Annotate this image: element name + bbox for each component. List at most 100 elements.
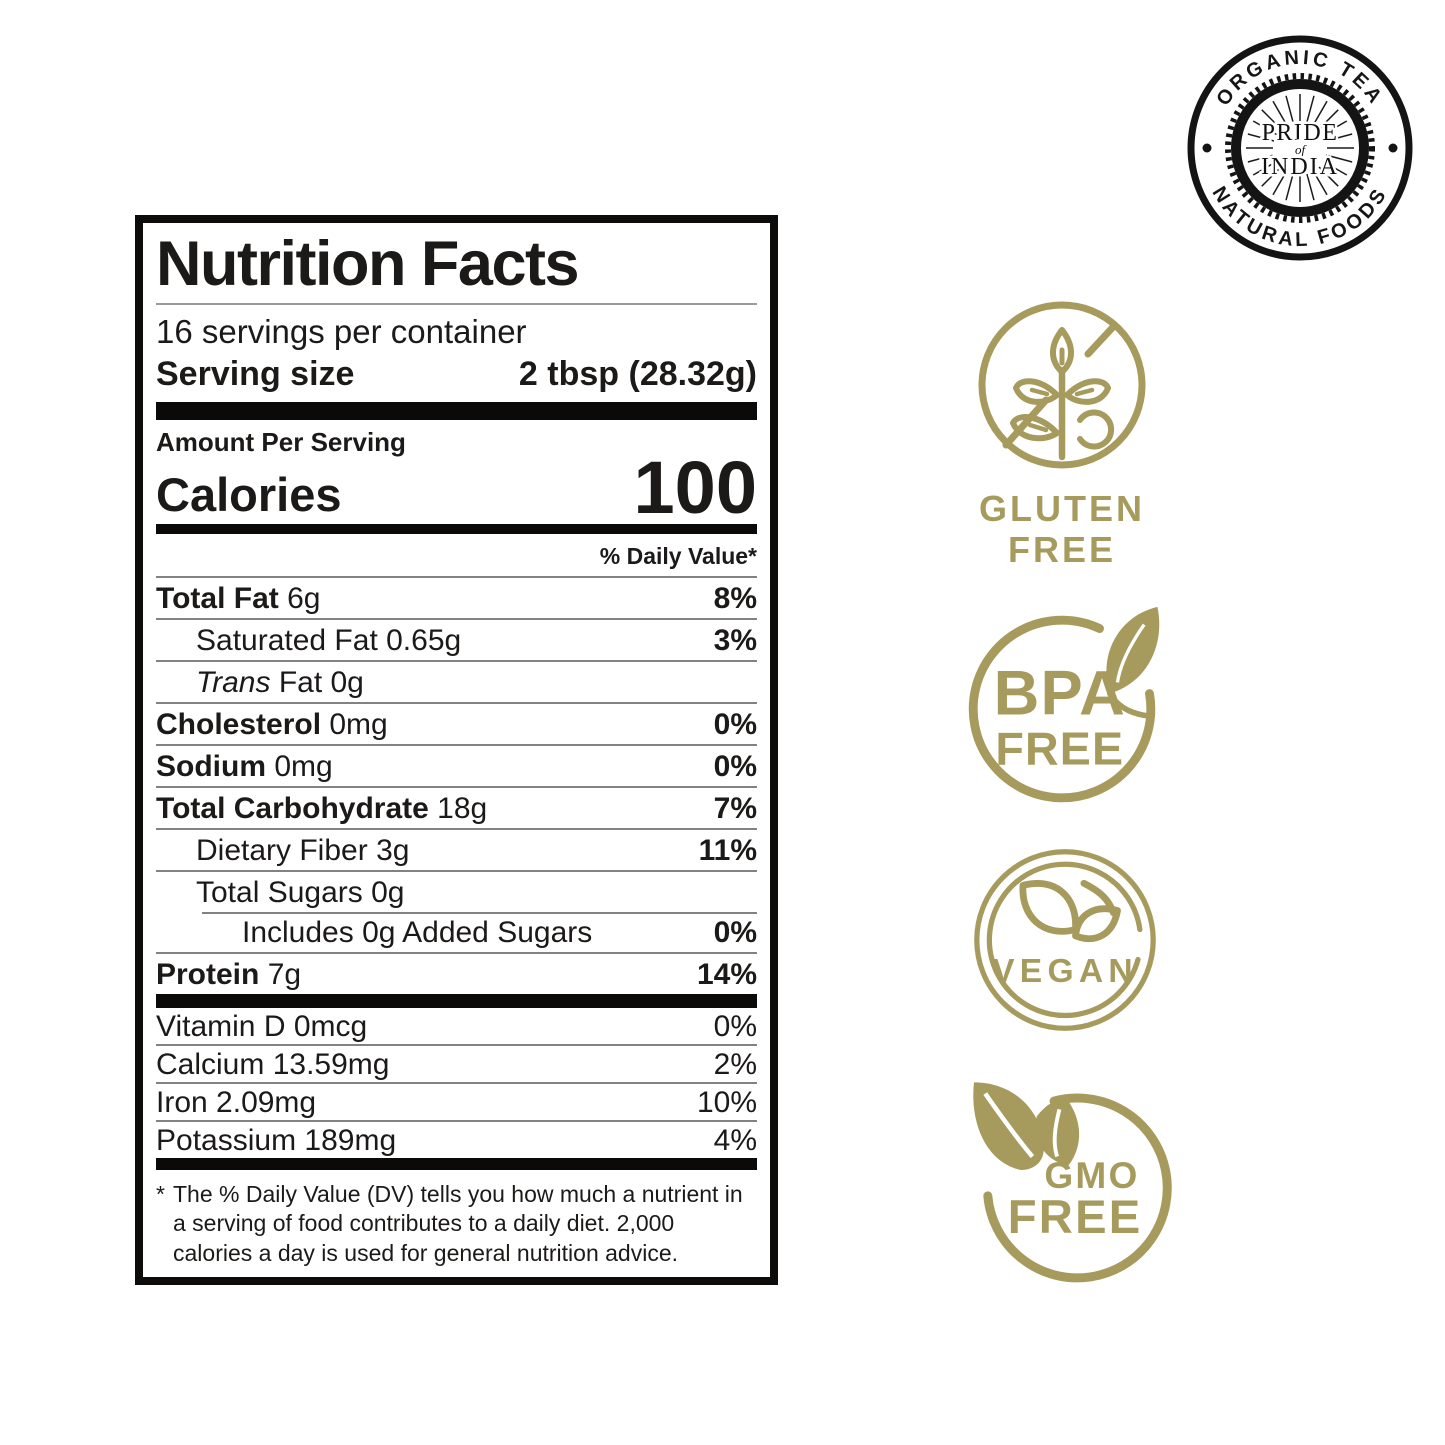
- nutrient-amount: 0g: [371, 875, 405, 909]
- footnote-text: The % Daily Value (DV) tells you how muc…: [173, 1180, 743, 1267]
- calories-row: Calories 100: [156, 446, 757, 530]
- nutrient-amount: 6g: [287, 581, 321, 615]
- nutrient-dv: 11%: [698, 833, 757, 867]
- nutrient-dv: 4%: [713, 1123, 757, 1157]
- nutrient-dv: 10%: [696, 1085, 757, 1119]
- logo-gear-teeth: [1225, 73, 1375, 223]
- thick-separator-bar: [156, 993, 757, 1008]
- daily-value-footnote: * The % Daily Value (DV) tells you how m…: [156, 1180, 757, 1270]
- thick-separator-bar: [156, 1157, 757, 1170]
- nutrient-dv: 0%: [713, 749, 757, 783]
- nutrient-name: Cholesterol: [156, 707, 322, 741]
- logo-center-india: INDIA: [1261, 154, 1339, 180]
- nutrient-row-saturated-fat: Saturated Fat 0.65g 3%: [156, 620, 757, 662]
- gmo-free-badge: GMO FREE: [973, 1082, 1172, 1283]
- nutrient-row-added-sugars: Includes 0g Added Sugars 0%: [156, 911, 757, 954]
- nutrient-amount: 3g: [376, 833, 410, 867]
- daily-value-header: % Daily Value*: [156, 534, 757, 578]
- title-separator: [156, 303, 757, 306]
- micronutrient-row-potassium: Potassium 189mg 4%: [156, 1122, 757, 1158]
- badge-text-line: FREE: [1007, 528, 1116, 570]
- badge-text-line: GLUTEN: [979, 488, 1145, 529]
- nutrient-amount: 189mg: [304, 1123, 397, 1157]
- nutrient-amount: 7g: [267, 957, 302, 991]
- nutrient-amount: 0.65g: [386, 623, 462, 657]
- nutrient-name: Potassium: [156, 1123, 297, 1157]
- bpa-free-label: FREE: [995, 723, 1124, 775]
- logo-outer-ring: [1187, 35, 1413, 261]
- nutrient-name: Trans: [196, 665, 271, 699]
- nutrient-row-total-carbohydrate: Total Carbohydrate 18g 7%: [156, 788, 757, 830]
- nutrient-row-total-fat: Total Fat 6g 8%: [156, 578, 757, 620]
- calories-value: 100: [633, 446, 757, 530]
- vegan-badge: VEGAN: [974, 849, 1156, 1031]
- nutrient-dv: 8%: [713, 581, 757, 615]
- nutrient-amount: 0mcg: [293, 1009, 368, 1043]
- nutrient-amount: 2.09mg: [216, 1085, 317, 1119]
- nutrient-amount: 0mg: [329, 707, 388, 741]
- logo-right-dot: [1388, 143, 1398, 153]
- serving-size-value: 2 tbsp (28.32g): [518, 355, 757, 394]
- nutrient-name: Total Fat: [156, 581, 279, 615]
- serving-size-label: Serving size: [156, 355, 355, 394]
- servings-per-container: 16 servings per container: [156, 313, 527, 351]
- gmo-label: GMO: [1044, 1154, 1139, 1196]
- leaf-icon: [1106, 606, 1160, 719]
- nutrient-row-sodium: Sodium 0mg 0%: [156, 746, 757, 788]
- nutrient-row-protein: Protein 7g 14%: [156, 954, 757, 994]
- nutrient-name: Protein: [156, 957, 260, 991]
- micronutrient-row-calcium: Calcium 13.59mg 2%: [156, 1046, 757, 1084]
- bpa-label: BPA: [994, 659, 1126, 729]
- nutrient-dv: 0%: [713, 707, 757, 741]
- double-leaf-icon: [973, 1082, 1080, 1171]
- sprout-icon: [1019, 879, 1121, 943]
- nutrient-dv: 0%: [713, 1009, 757, 1043]
- nutrient-amount: Fat 0g: [278, 665, 364, 699]
- nutrient-row-trans-fat: Trans Fat 0g: [156, 662, 757, 704]
- logo-of-disc: [1290, 139, 1310, 159]
- nutrient-row-total-sugars: Total Sugars 0g: [156, 872, 757, 912]
- nutrient-name: Total Sugars: [196, 875, 363, 909]
- nutrient-dv: 0%: [713, 915, 757, 949]
- nutrient-row-cholesterol: Cholesterol 0mg 0%: [156, 704, 757, 746]
- gluten-free-icon: [978, 301, 1146, 469]
- nutrition-facts-label: Nutrition Facts 16 servings per containe…: [135, 215, 778, 1285]
- vegan-label: VEGAN: [992, 953, 1138, 990]
- nutrient-name: Sodium: [156, 749, 266, 783]
- nutrient-name: Vitamin D: [156, 1009, 286, 1043]
- nutrient-amount: 13.59mg: [272, 1047, 390, 1081]
- micronutrient-row-iron: Iron 2.09mg 10%: [156, 1084, 757, 1122]
- logo-center-pride: PRIDE: [1262, 120, 1339, 146]
- gmo-free-label: FREE: [1008, 1191, 1143, 1244]
- nutrient-dv: 2%: [713, 1047, 757, 1081]
- micronutrient-row-vitamin-d: Vitamin D 0mcg 0%: [156, 1008, 757, 1046]
- chakra-spokes-icon: [1246, 94, 1354, 202]
- nutrient-dv: 14%: [696, 957, 757, 991]
- bpa-free-badge: BPA FREE: [968, 606, 1160, 803]
- thick-separator-bar: [156, 402, 757, 421]
- footnote-asterisk: *: [156, 1180, 165, 1207]
- nutrient-name: Calcium: [156, 1047, 265, 1081]
- logo-center-of: of: [1295, 142, 1308, 157]
- nutrient-dv: 7%: [713, 791, 757, 825]
- medium-separator-bar: [156, 523, 757, 534]
- nutrient-amount: 0mg: [274, 749, 333, 783]
- nutrient-row-dietary-fiber: Dietary Fiber 3g 11%: [156, 830, 757, 872]
- nutrient-name: Iron: [156, 1085, 208, 1119]
- gluten-free-label: GLUTEN FREE: [962, 488, 1162, 570]
- nutrient-name: Dietary Fiber: [196, 833, 368, 867]
- nutrient-name: Includes 0g Added Sugars: [242, 915, 593, 949]
- amount-per-serving-label: Amount Per Serving: [156, 427, 406, 458]
- serving-size-row: Serving size 2 tbsp (28.32g): [156, 354, 757, 402]
- gluten-free-badge: GLUTEN FREE: [962, 292, 1162, 570]
- nutrient-amount: 18g: [437, 791, 488, 825]
- nutrition-title: Nutrition Facts: [156, 229, 580, 299]
- pride-of-india-logo: ORGANIC TEA NATURAL FOODS PRIDE of INDIA: [1187, 35, 1413, 261]
- logo-gear-ring: [1231, 79, 1369, 217]
- nutrient-name: Saturated Fat: [196, 623, 378, 657]
- nutrient-dv: 3%: [713, 623, 757, 657]
- calories-label: Calories: [156, 467, 342, 521]
- nutrient-name: Total Carbohydrate: [156, 791, 429, 825]
- logo-left-dot: [1202, 143, 1212, 153]
